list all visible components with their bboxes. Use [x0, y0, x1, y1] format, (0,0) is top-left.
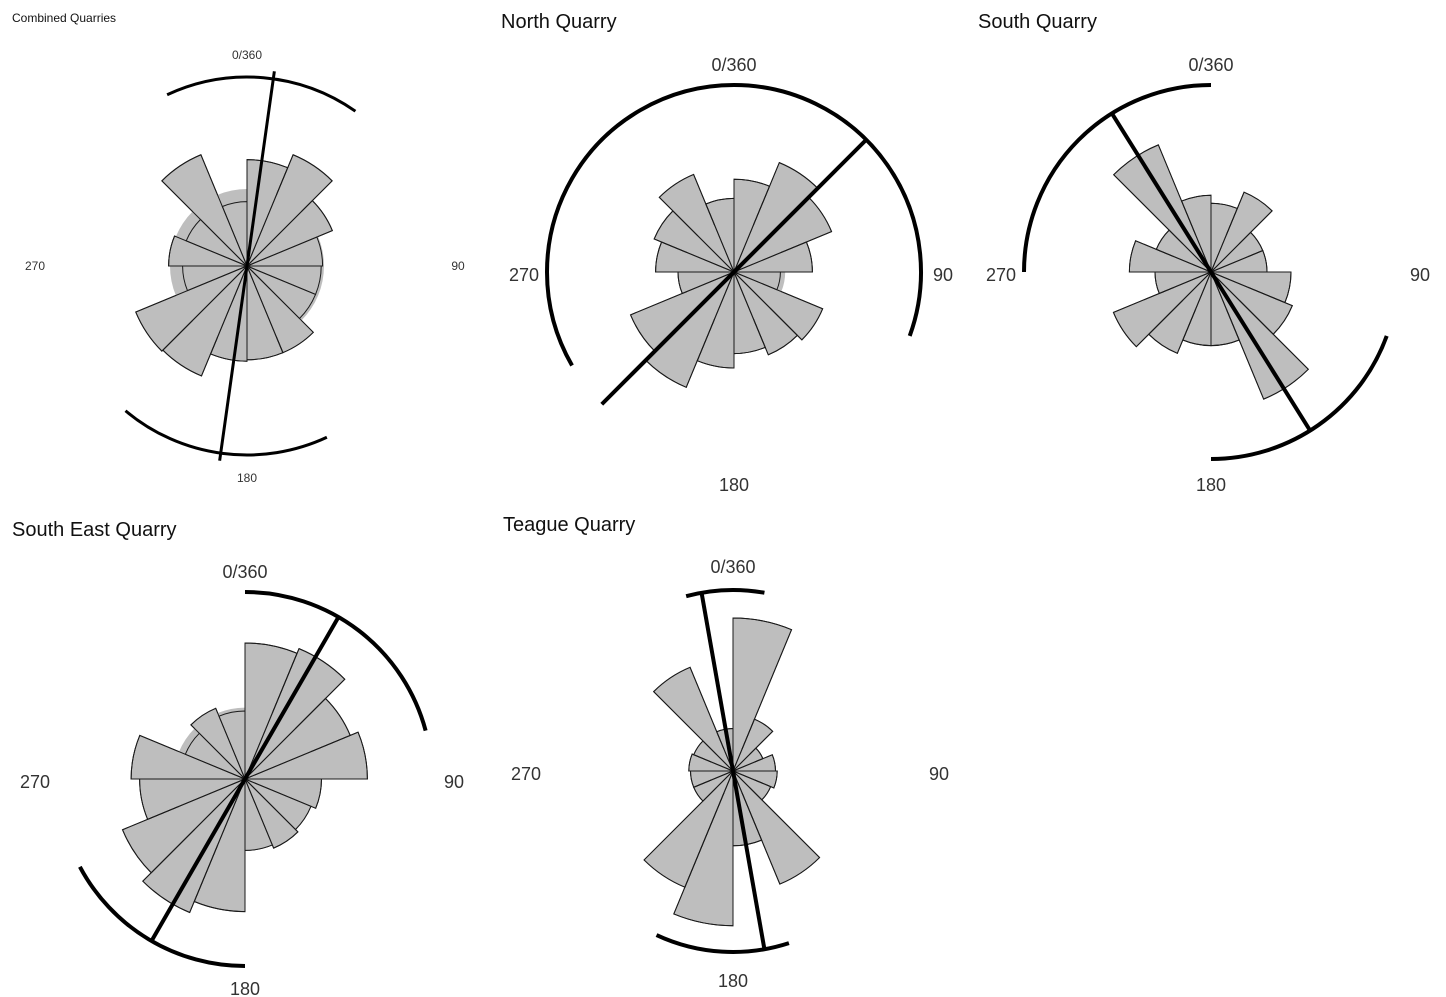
panel-title: South Quarry	[978, 11, 1097, 33]
rose-sector-outline	[732, 770, 778, 789]
confidence-arc	[78, 865, 246, 968]
north-direction-label: 0/360	[710, 557, 755, 577]
east-direction-label: 90	[1410, 265, 1430, 285]
rose-sector-outline	[733, 271, 824, 341]
rose-sector-outline	[244, 778, 299, 849]
rose-sector-outline	[121, 778, 246, 874]
rose-sector-outline	[161, 154, 248, 267]
east-direction-label: 90	[933, 265, 953, 285]
south-direction-label: 180	[237, 471, 257, 485]
rose-sector-outline	[733, 271, 799, 356]
north-direction-label: 0/360	[222, 562, 267, 582]
rose-plot-area	[1022, 83, 1389, 461]
west-direction-label: 270	[986, 265, 1016, 285]
rose-panel-combined-quarries: Combined Quarries 0/360 90 180 270	[12, 11, 465, 485]
mean-direction-line	[149, 616, 341, 942]
rose-sector-outline	[732, 617, 793, 772]
rose-sector-outline	[244, 731, 368, 780]
rose-sector-outline	[705, 197, 735, 273]
mean-direction-line	[600, 138, 868, 406]
rose-sector-outline	[652, 666, 734, 772]
rose-sector-outline	[218, 710, 246, 780]
rose-sector-outline	[732, 770, 821, 885]
rose-sector-outline	[221, 201, 248, 267]
rose-plot-area	[78, 590, 428, 968]
rose-panel-teague-quarry: Teague Quarry 0/360 90 180 270	[503, 514, 949, 991]
rose-sector-outline	[244, 778, 323, 809]
west-direction-label: 270	[511, 764, 541, 784]
rose-sector-outline	[135, 265, 248, 352]
rose-sector-outline	[1180, 194, 1212, 273]
rose-sector-outline	[733, 241, 813, 273]
confidence-arc	[1022, 83, 1212, 273]
south-direction-label: 180	[718, 971, 748, 991]
rose-sector-outline	[246, 236, 324, 267]
panel-title: Teague Quarry	[503, 514, 635, 536]
north-direction-label: 0/360	[1188, 55, 1233, 75]
rose-sector-outline	[732, 718, 774, 772]
panel-title: North Quarry	[501, 11, 617, 33]
rose-sector-outline	[246, 154, 333, 267]
west-direction-label: 270	[509, 265, 539, 285]
confidence-arc	[1210, 335, 1389, 461]
confidence-arc	[166, 75, 357, 113]
east-direction-label: 90	[444, 772, 464, 792]
confidence-arc	[244, 590, 428, 732]
rose-sector-outline	[190, 707, 246, 780]
mean-direction-line	[218, 71, 276, 461]
rose-sector-outline	[1210, 271, 1310, 400]
east-direction-label: 90	[929, 764, 949, 784]
rose-sector-outline	[1210, 191, 1273, 273]
north-direction-label: 0/360	[232, 48, 262, 62]
rose-sector-outline	[246, 199, 334, 267]
south-direction-label: 180	[1196, 475, 1226, 495]
rose-plot-area	[124, 71, 357, 461]
rose-sector-outline	[168, 235, 248, 267]
rose-sector-outline	[688, 753, 734, 772]
rose-sector-outline	[244, 647, 346, 780]
mean-direction-line	[1110, 112, 1312, 432]
rose-plot-area	[643, 588, 821, 954]
rose-sector-outline	[130, 734, 246, 780]
rose-panel-south-quarry: South Quarry 0/360 90 180 270	[978, 11, 1430, 495]
rose-sector-outline	[1112, 144, 1212, 273]
south-direction-label: 180	[719, 475, 749, 495]
rose-sector-outline	[1112, 271, 1212, 348]
panel-title: Combined Quarries	[12, 11, 116, 25]
north-direction-label: 0/360	[711, 55, 756, 75]
confidence-arc	[733, 83, 923, 337]
rose-panel-south-east-quarry: South East Quarry 0/360 90 180 270	[12, 519, 464, 997]
panel-title: South East Quarry	[12, 519, 177, 541]
rose-sector-outline	[142, 778, 246, 914]
confidence-arc	[685, 588, 765, 599]
rose-panel-north-quarry: North Quarry 0/360 90 180 270	[501, 11, 953, 495]
confidence-arc	[124, 409, 328, 457]
rose-sector-outline	[1128, 240, 1212, 273]
rose-sector-petal	[732, 617, 793, 772]
west-direction-label: 270	[25, 259, 45, 273]
confidence-arc	[655, 933, 790, 954]
south-direction-label: 180	[230, 979, 260, 997]
mean-direction-line	[699, 592, 767, 950]
east-direction-label: 90	[451, 259, 465, 273]
confidence-arc	[545, 83, 735, 367]
rose-sector-outline	[673, 770, 734, 927]
rose-plot-area	[545, 83, 923, 406]
west-direction-label: 270	[20, 772, 50, 792]
rose-sector-outline	[658, 173, 735, 273]
rose-sector-outline	[643, 770, 734, 888]
